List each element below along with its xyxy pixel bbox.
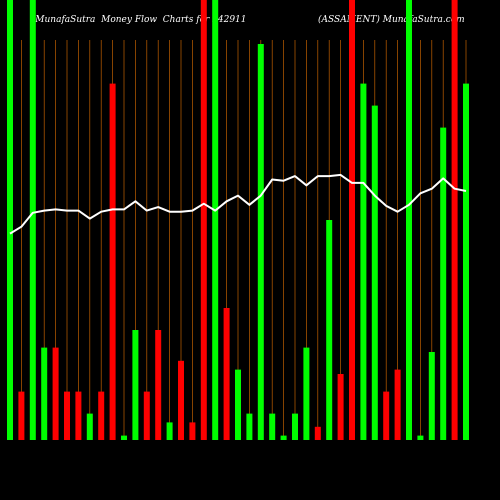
money-flow-bar — [360, 83, 367, 440]
money-flow-bar — [303, 347, 310, 440]
money-flow-bar — [337, 374, 344, 440]
money-flow-bar — [178, 360, 184, 440]
money-flow-bar — [212, 0, 219, 440]
bar-layer — [7, 0, 469, 440]
money-flow-bar — [383, 391, 390, 440]
money-flow-bar — [235, 369, 241, 440]
money-flow-bar — [314, 426, 321, 440]
money-flow-bar — [406, 0, 412, 440]
line-layer — [9, 173, 467, 235]
money-flow-bar — [257, 44, 264, 440]
money-flow-bar — [463, 83, 469, 440]
money-flow-bar — [155, 330, 162, 440]
money-flow-bar — [64, 391, 70, 440]
money-flow-bar — [451, 0, 458, 440]
money-flow-bar — [166, 422, 173, 440]
money-flow-bar — [18, 391, 25, 440]
money-flow-bar — [132, 330, 139, 440]
money-flow-bar — [292, 413, 298, 440]
money-flow-bar — [143, 391, 150, 440]
money-flow-bar — [269, 413, 276, 440]
money-flow-bar — [52, 347, 59, 440]
money-flow-bar — [440, 127, 447, 440]
money-flow-bar — [349, 0, 355, 440]
money-flow-bar — [86, 413, 93, 440]
money-flow-bar — [428, 352, 435, 440]
money-flow-bar — [121, 435, 127, 440]
money-flow-bar — [326, 220, 333, 440]
money-flow-bar — [7, 0, 13, 440]
money-flow-bar — [200, 0, 207, 440]
money-flow-bar — [109, 83, 116, 440]
money-flow-bar — [417, 435, 424, 440]
money-flow-bar — [223, 308, 230, 440]
price-line — [9, 173, 467, 235]
money-flow-bar — [246, 413, 253, 440]
money-flow-bar — [189, 422, 196, 440]
money-flow-bar — [75, 391, 82, 440]
money-flow-bar — [280, 435, 287, 440]
money-flow-bar — [98, 391, 105, 440]
money-flow-bar — [41, 347, 48, 440]
money-flow-bar — [29, 0, 36, 440]
money-flow-bar — [394, 369, 401, 440]
money-flow-bar — [371, 105, 378, 440]
